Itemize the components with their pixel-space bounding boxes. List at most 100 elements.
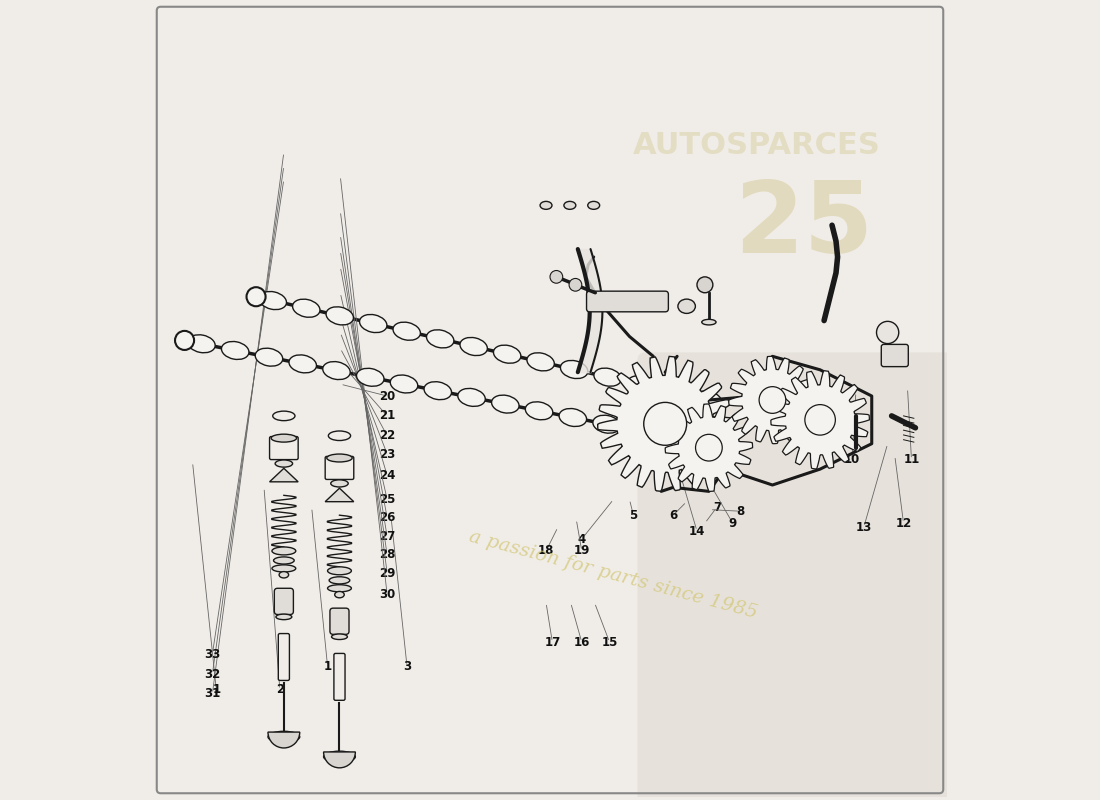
Text: 1: 1 [212, 683, 220, 697]
Text: 14: 14 [689, 525, 705, 538]
Text: 15: 15 [602, 636, 618, 649]
Text: 16: 16 [573, 636, 590, 649]
Text: 31: 31 [205, 687, 220, 701]
Ellipse shape [593, 415, 620, 433]
Circle shape [175, 331, 194, 350]
Ellipse shape [188, 334, 216, 353]
Ellipse shape [360, 314, 387, 333]
Ellipse shape [390, 375, 418, 393]
Polygon shape [270, 468, 298, 482]
Wedge shape [323, 752, 355, 768]
Ellipse shape [393, 322, 420, 340]
Ellipse shape [331, 634, 348, 639]
Text: AUTOSPARCES: AUTOSPARCES [632, 131, 880, 160]
Text: 29: 29 [379, 566, 395, 580]
Ellipse shape [540, 202, 552, 210]
Text: 30: 30 [379, 588, 395, 601]
Ellipse shape [458, 389, 485, 406]
Text: 23: 23 [379, 447, 395, 461]
Ellipse shape [661, 383, 689, 402]
Ellipse shape [694, 391, 722, 410]
Text: 20: 20 [379, 390, 395, 402]
Ellipse shape [272, 434, 297, 442]
Ellipse shape [260, 291, 286, 310]
Text: 12: 12 [895, 517, 912, 530]
FancyBboxPatch shape [274, 588, 294, 614]
Ellipse shape [627, 376, 654, 394]
Text: 10: 10 [844, 453, 860, 466]
Ellipse shape [424, 382, 451, 400]
Ellipse shape [564, 202, 575, 210]
Circle shape [550, 270, 563, 283]
Text: 5: 5 [629, 509, 638, 522]
Ellipse shape [274, 557, 294, 564]
Ellipse shape [276, 614, 292, 620]
Text: 25: 25 [379, 493, 395, 506]
Text: 8: 8 [737, 505, 745, 518]
Ellipse shape [326, 307, 353, 325]
Ellipse shape [329, 577, 350, 584]
FancyBboxPatch shape [586, 291, 669, 312]
Text: 3: 3 [403, 660, 411, 673]
Ellipse shape [356, 368, 384, 386]
Text: 9: 9 [728, 517, 737, 530]
Ellipse shape [660, 429, 688, 446]
Text: 25: 25 [735, 177, 873, 274]
Ellipse shape [221, 342, 249, 359]
Text: 2: 2 [276, 683, 284, 697]
Polygon shape [326, 488, 354, 502]
Text: 32: 32 [205, 667, 220, 681]
FancyBboxPatch shape [637, 352, 955, 800]
Text: 7: 7 [713, 501, 721, 514]
Text: 11: 11 [903, 453, 920, 466]
Text: 28: 28 [379, 549, 395, 562]
Ellipse shape [322, 362, 350, 379]
Text: 6: 6 [669, 509, 678, 522]
Ellipse shape [268, 731, 300, 742]
Ellipse shape [560, 361, 587, 378]
Text: 22: 22 [379, 430, 395, 442]
Ellipse shape [293, 299, 320, 318]
Ellipse shape [255, 348, 283, 366]
Ellipse shape [594, 368, 621, 386]
Ellipse shape [587, 202, 600, 210]
Text: 33: 33 [205, 648, 220, 661]
Circle shape [877, 322, 899, 343]
Ellipse shape [527, 353, 554, 371]
Ellipse shape [272, 565, 296, 572]
Ellipse shape [289, 355, 317, 373]
Ellipse shape [272, 547, 296, 555]
Text: 1: 1 [323, 660, 331, 673]
Ellipse shape [494, 345, 520, 363]
Ellipse shape [328, 567, 351, 574]
Text: 27: 27 [379, 530, 395, 543]
FancyBboxPatch shape [334, 654, 345, 700]
Ellipse shape [526, 402, 553, 420]
Wedge shape [268, 732, 300, 748]
FancyBboxPatch shape [326, 457, 354, 479]
Text: 4: 4 [578, 533, 586, 546]
Ellipse shape [275, 460, 293, 467]
Polygon shape [666, 404, 752, 491]
Text: 18: 18 [538, 545, 554, 558]
FancyBboxPatch shape [270, 437, 298, 459]
Circle shape [246, 287, 265, 306]
Circle shape [805, 405, 835, 435]
Text: 21: 21 [379, 410, 395, 422]
Circle shape [695, 434, 723, 461]
Ellipse shape [329, 431, 351, 441]
Ellipse shape [323, 751, 355, 762]
FancyBboxPatch shape [278, 634, 289, 681]
Polygon shape [729, 356, 816, 444]
Ellipse shape [559, 409, 586, 426]
Ellipse shape [427, 330, 454, 348]
Text: a passion for parts since 1985: a passion for parts since 1985 [468, 527, 760, 622]
Polygon shape [597, 357, 733, 491]
Ellipse shape [460, 338, 487, 355]
Text: 24: 24 [379, 469, 395, 482]
Polygon shape [771, 370, 869, 469]
FancyBboxPatch shape [881, 344, 909, 366]
Ellipse shape [678, 299, 695, 314]
Circle shape [644, 402, 686, 446]
Ellipse shape [327, 454, 352, 462]
